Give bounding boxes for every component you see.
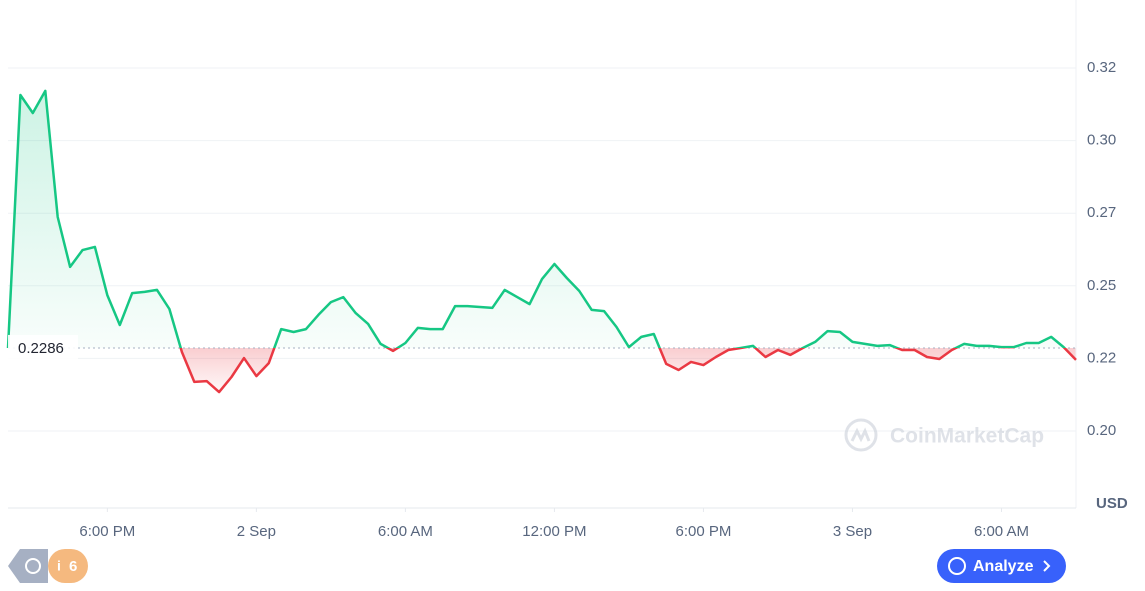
reference-label: 0.2286 <box>18 340 64 357</box>
y-tick-label: 0.32 <box>1087 59 1116 76</box>
watermark-text: CoinMarketCap <box>890 425 1044 448</box>
analyze-button-label[interactable]: Analyze <box>973 558 1034 575</box>
y-axis-unit: USD <box>1096 495 1128 512</box>
watermark-logo-mark <box>850 427 871 443</box>
watermark-logo <box>844 418 878 452</box>
analyze-icon <box>948 557 966 575</box>
area-fill <box>8 90 1076 393</box>
x-tick-label: 3 Sep <box>833 523 872 540</box>
y-tick-label: 0.22 <box>1087 349 1116 366</box>
x-tick-label: 6:00 AM <box>378 523 433 540</box>
badge-back <box>8 549 48 583</box>
badge-pill <box>48 549 88 583</box>
analyze-button[interactable]: Analyze <box>937 549 1066 583</box>
reference-label-bg <box>8 334 78 361</box>
y-tick-label: 0.30 <box>1087 132 1116 149</box>
y-tick-label: 0.20 <box>1087 422 1116 439</box>
price-line <box>6 89 1077 394</box>
watermark: CoinMarketCap <box>844 418 1044 452</box>
analyze-button-bg[interactable] <box>937 549 1066 583</box>
badge-clock <box>25 558 41 574</box>
x-tick-label: 6:00 PM <box>79 523 135 540</box>
analyze-chevron <box>1043 560 1051 572</box>
area <box>8 90 1076 393</box>
history-badge[interactable]: i 6 <box>8 549 88 583</box>
x-tick-label: 6:00 AM <box>974 523 1029 540</box>
x-tick-label: 2 Sep <box>237 523 276 540</box>
badge-icon: i <box>57 558 61 574</box>
y-tick-label: 0.25 <box>1087 277 1116 294</box>
x-tick-label: 6:00 PM <box>676 523 732 540</box>
y-tick-label: 0.27 <box>1087 204 1116 221</box>
badge-count: 6 <box>69 558 77 575</box>
x-tick-label: 12:00 PM <box>522 523 586 540</box>
